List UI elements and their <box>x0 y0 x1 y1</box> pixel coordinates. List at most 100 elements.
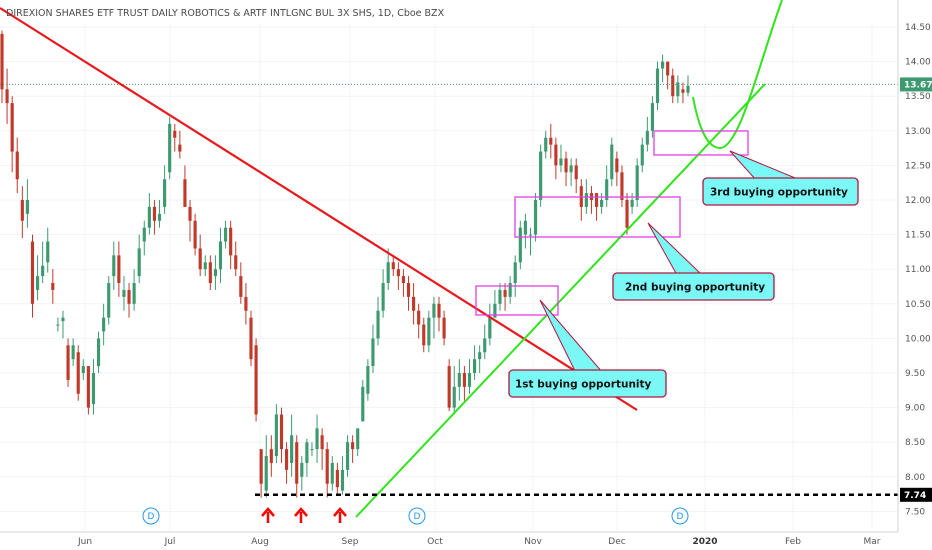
price-axis[interactable]: 7.50 8.00 8.50 9.00 9.50 10.00 10.50 11.00 11.50… <box>897 0 932 532</box>
candle <box>503 283 507 311</box>
candle-body <box>493 303 497 318</box>
callout-label: 1st buying opportunity <box>515 379 652 391</box>
candle <box>61 310 65 339</box>
candle <box>284 442 289 484</box>
candle-body <box>0 33 4 90</box>
candle <box>305 438 309 477</box>
candle-body <box>574 165 578 180</box>
candle <box>168 116 172 180</box>
candle-body <box>305 442 309 463</box>
candle <box>442 310 446 346</box>
candle-body <box>15 151 19 180</box>
dividend-circle <box>142 507 160 525</box>
candle <box>96 331 101 373</box>
candle <box>356 428 360 457</box>
dividend-label: D <box>677 512 684 522</box>
candle <box>655 61 660 111</box>
candles-layer <box>0 30 690 498</box>
candle <box>605 165 609 207</box>
candle <box>549 123 553 159</box>
candle-body <box>112 255 116 277</box>
candle <box>310 442 314 457</box>
candle-body <box>645 130 649 145</box>
candle <box>351 435 355 463</box>
candle <box>666 61 670 90</box>
dividend-label: D <box>148 512 155 522</box>
candle <box>412 283 416 325</box>
candle-body <box>330 462 334 484</box>
callout-label: 2nd buying opportunity <box>625 282 765 294</box>
candle <box>340 456 345 495</box>
candle <box>554 137 558 180</box>
time-axis[interactable]: Jun Jul Aug Sep Oct Nov Dec 2020 Feb Mar D D D <box>0 507 898 547</box>
candle <box>229 220 233 270</box>
time-tick-label: Feb <box>785 537 801 547</box>
candle <box>320 428 324 470</box>
candle <box>30 234 35 318</box>
candle-body <box>564 158 568 173</box>
candle <box>107 276 111 325</box>
candle-body <box>361 386 365 422</box>
candle <box>203 255 207 277</box>
candle-body <box>183 179 187 207</box>
candle-body <box>163 179 167 207</box>
candle <box>483 324 487 360</box>
candle-body <box>554 144 558 166</box>
candle <box>625 193 629 235</box>
price-tick-label: 12.50 <box>905 161 931 171</box>
candle-body <box>51 283 55 290</box>
candle <box>71 338 75 367</box>
candle-body <box>244 296 248 311</box>
candle-body <box>422 324 426 346</box>
candle <box>462 366 466 401</box>
candle-body <box>594 193 599 207</box>
candle-body <box>437 303 441 318</box>
dividend-label: D <box>414 512 421 522</box>
candle <box>269 435 273 477</box>
candle-body <box>239 276 243 297</box>
candle-body <box>462 373 466 387</box>
support-tag: 7.74 <box>900 487 932 502</box>
candle <box>46 227 50 273</box>
candle-body <box>284 449 289 470</box>
candle-body <box>376 310 380 339</box>
dividend-circle <box>408 507 426 525</box>
candle <box>183 165 187 207</box>
candle-body <box>295 442 299 484</box>
candle-body <box>274 414 278 457</box>
candle-body <box>503 289 507 297</box>
red-arrow <box>294 507 308 523</box>
candle <box>213 255 217 290</box>
candle-body <box>46 241 50 263</box>
dividend-marker: D <box>408 507 426 525</box>
price-tick-label: 14.00 <box>905 58 931 68</box>
candle <box>102 303 106 346</box>
candle <box>239 262 243 304</box>
candle-body <box>20 200 24 221</box>
candle-body <box>127 289 131 304</box>
candle-body <box>386 262 390 284</box>
uptrend-line <box>355 83 766 518</box>
candle-body <box>625 200 629 228</box>
candle <box>513 255 517 297</box>
candle <box>152 200 157 235</box>
price-tick-label: 12.00 <box>905 196 931 206</box>
candle-body <box>71 345 75 360</box>
candle-body <box>117 255 121 284</box>
candle-body <box>488 317 492 339</box>
candle <box>249 310 253 367</box>
candle-body <box>137 248 141 277</box>
price-tick-label: 9.00 <box>905 404 925 414</box>
buying-zone-box <box>514 196 681 238</box>
candle-body <box>132 283 136 304</box>
candle-body <box>371 338 375 367</box>
candle-body <box>457 373 461 387</box>
candle-body <box>671 75 675 97</box>
candle <box>335 462 339 495</box>
candle-body <box>203 262 207 270</box>
arrow-head <box>294 507 308 517</box>
candle <box>325 442 329 498</box>
candle-body <box>269 449 273 463</box>
